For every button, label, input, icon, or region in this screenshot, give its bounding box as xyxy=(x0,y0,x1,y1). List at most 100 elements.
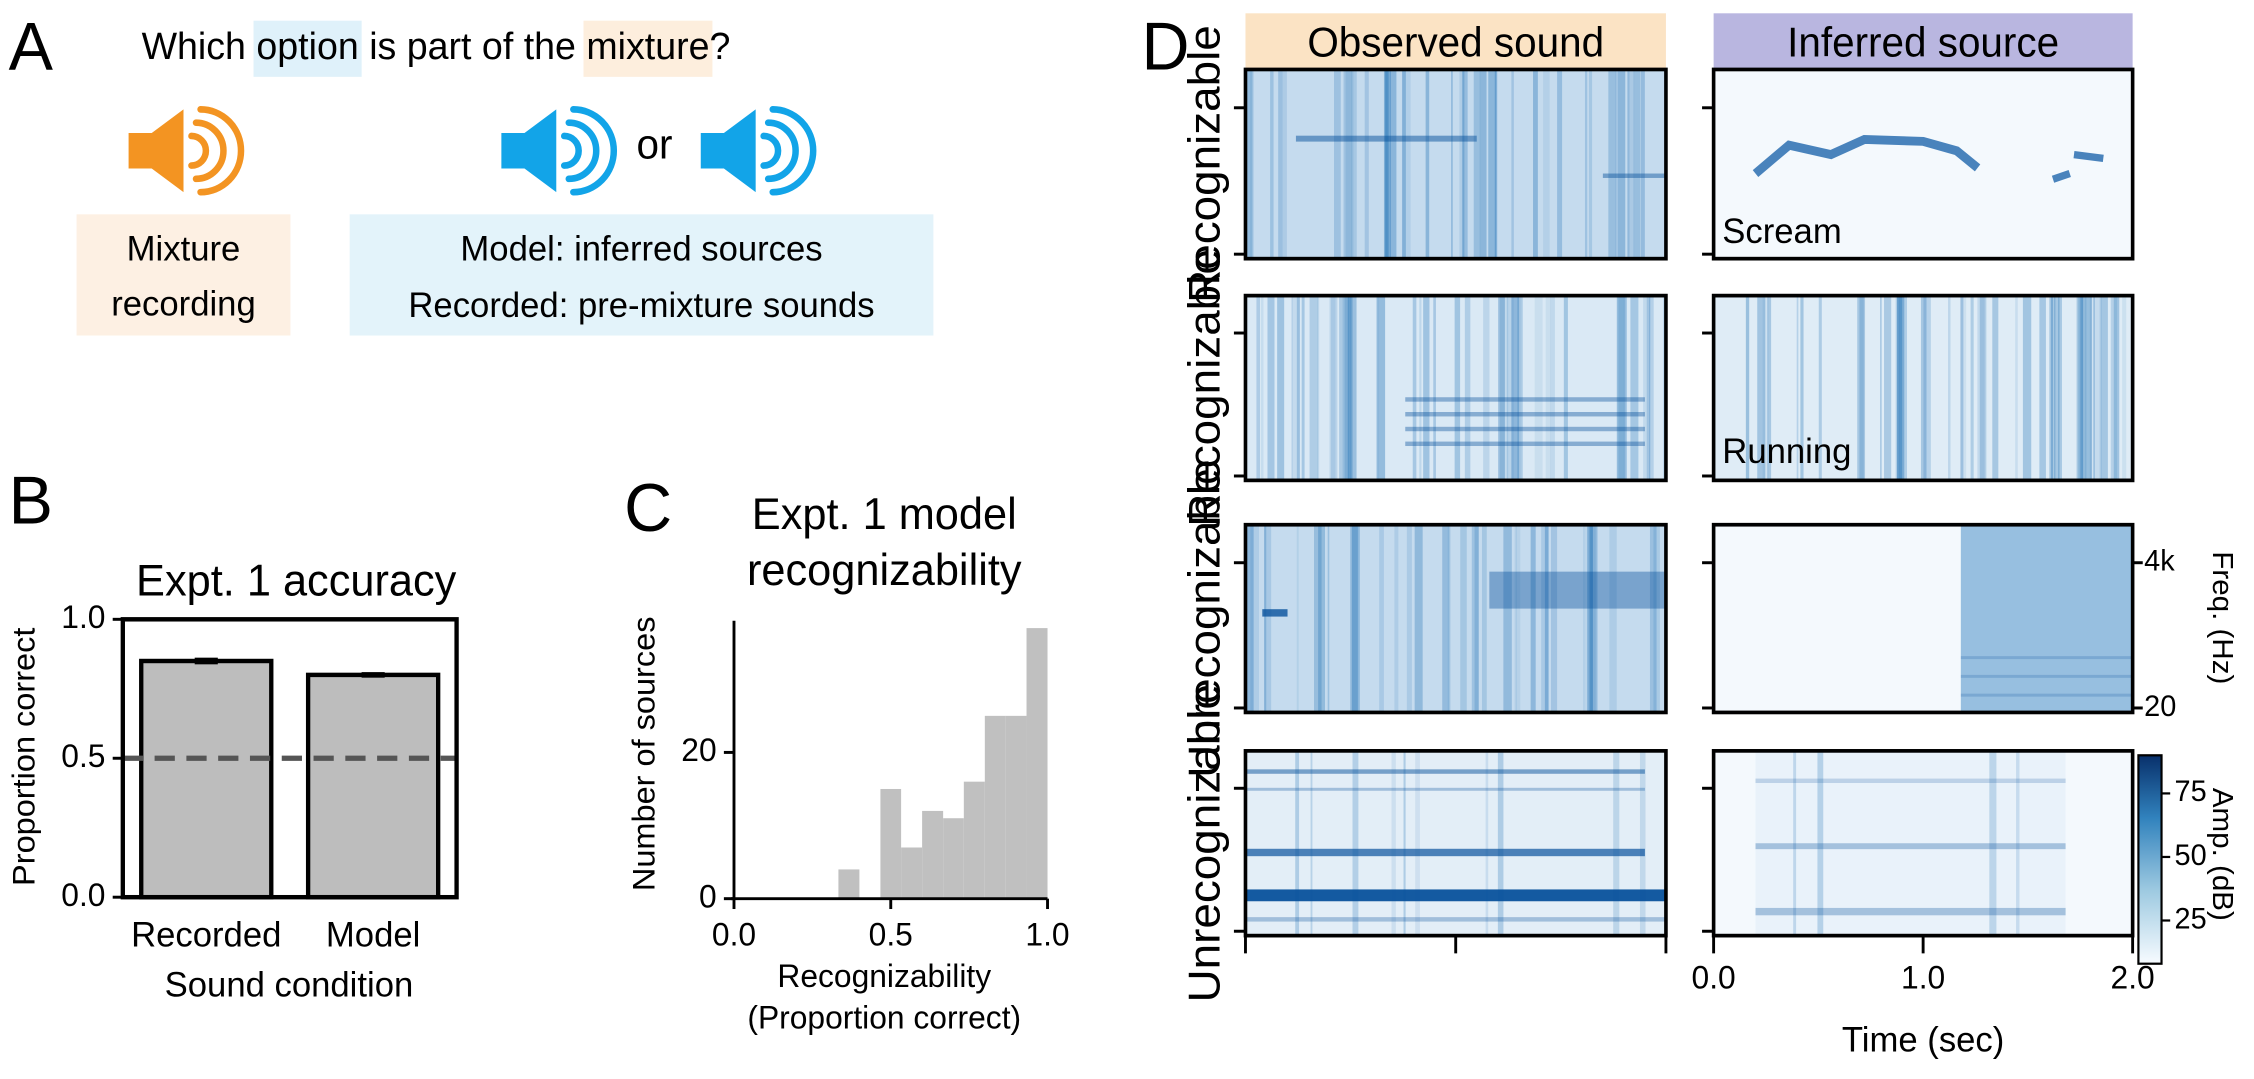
spectrogram-texture xyxy=(1586,524,1593,713)
x-axis-label: Time (sec) xyxy=(1842,1020,2004,1059)
spectrogram-texture xyxy=(1419,295,1422,481)
sound-wave xyxy=(188,132,210,169)
question-part: ? xyxy=(710,26,731,68)
spectrogram-texture xyxy=(1515,524,1521,713)
spectrogram-texture xyxy=(1379,524,1384,713)
spectrogram-texture xyxy=(1543,69,1550,259)
row-label: Unrecognizable xyxy=(1179,459,1229,777)
spectrogram-texture xyxy=(1245,69,1666,259)
spectrogram-texture xyxy=(1541,524,1549,713)
spectrogram-texture xyxy=(1313,524,1322,713)
spectrogram-texture xyxy=(1544,524,1549,713)
spectrogram-texture xyxy=(1454,295,1461,481)
spectrogram-texture xyxy=(1992,295,1999,481)
question-part: mixture xyxy=(586,26,709,68)
spectrogram-texture xyxy=(1752,135,1981,177)
spectrogram-texture xyxy=(1394,524,1399,713)
spectrogram-texture xyxy=(1762,295,1769,481)
spectrogram-texture xyxy=(1246,524,1254,713)
highlight xyxy=(583,20,713,77)
spectrogram-texture xyxy=(1563,295,1568,481)
spectrogram-texture xyxy=(1245,848,1645,857)
spectrogram-texture xyxy=(1923,295,1931,481)
column-header xyxy=(1245,13,1666,70)
spectrogram-texture xyxy=(1376,295,1386,481)
spectrogram-texture xyxy=(1462,69,1468,259)
spectrogram-texture xyxy=(1745,295,1750,481)
x-tick-label: Model xyxy=(326,915,420,954)
question-part: option xyxy=(256,26,358,68)
spectrogram-texture xyxy=(1245,787,1645,791)
spectrogram-texture xyxy=(1514,524,1517,713)
spectrogram-texture xyxy=(1485,750,1489,936)
or-label: or xyxy=(637,121,673,168)
colorbar-tick-label: 50 xyxy=(2175,839,2207,871)
spectrogram-texture xyxy=(1464,295,1471,481)
spectrogram-texture xyxy=(2016,750,2020,936)
histogram-bar xyxy=(963,781,985,899)
spectrogram-texture xyxy=(1602,173,1666,178)
spectrogram-texture xyxy=(1800,295,1804,481)
x-tick-label: Recorded xyxy=(131,915,281,954)
spectrogram-texture xyxy=(2051,150,2104,183)
chart-title: recognizability xyxy=(747,546,1022,596)
spectrogram-texture xyxy=(1245,769,1645,774)
x-axis-label: Recognizability xyxy=(777,958,991,994)
spectrogram-background xyxy=(1713,750,2133,936)
spectrogram-texture xyxy=(1349,295,1357,481)
panel-letter: C xyxy=(624,470,672,546)
spectrogram-texture xyxy=(1630,295,1639,481)
spectrogram-texture xyxy=(1345,69,1354,259)
speaker-icon xyxy=(700,106,817,196)
spectrogram-texture xyxy=(2076,295,2084,481)
spectrogram-texture xyxy=(1511,69,1514,259)
spectrogram-texture xyxy=(1488,69,1497,259)
spectrogram-texture xyxy=(2089,295,2093,481)
spectrogram-texture xyxy=(1633,69,1641,259)
spectrogram-texture xyxy=(2111,295,2120,481)
spectrogram-texture xyxy=(1390,69,1397,259)
spectrogram-texture xyxy=(1461,69,1465,259)
spectrogram-texture xyxy=(1261,295,1264,481)
spectrogram-texture xyxy=(1899,295,1907,481)
y-tick-label: 1.0 xyxy=(61,599,105,635)
y-axis-label: Freq. (Hz) xyxy=(2206,551,2238,684)
spectrogram-texture xyxy=(1278,69,1287,259)
spectrogram-texture xyxy=(2100,295,2108,481)
speaker-body xyxy=(128,109,184,193)
spectrogram-texture xyxy=(1290,295,1294,481)
spectrogram-texture xyxy=(1474,524,1479,713)
spectrogram-texture xyxy=(2053,295,2060,481)
spectrogram-texture xyxy=(1256,295,1261,481)
spectrogram-texture xyxy=(1245,750,1666,936)
spectrogram-texture xyxy=(1614,69,1617,259)
spectrogram-texture xyxy=(1425,69,1430,259)
mixture-box xyxy=(76,214,291,336)
spectrogram-texture xyxy=(1447,524,1451,713)
y-axis-label: Proportion correct xyxy=(6,628,42,886)
spectrogram-texture xyxy=(1245,69,1254,259)
spectrogram-texture xyxy=(1405,426,1645,432)
chart-title: Expt. 1 accuracy xyxy=(136,556,456,606)
spectrogram-texture xyxy=(1796,295,1799,481)
spectrogram-texture xyxy=(1344,295,1351,481)
spectrogram-texture xyxy=(2079,295,2084,481)
spectrogram-frame xyxy=(1711,522,2135,715)
spectrogram-texture xyxy=(1896,295,1905,481)
spectrogram-texture xyxy=(1960,656,2133,660)
spectrogram-texture xyxy=(1296,524,1299,713)
mixture-label: Mixture xyxy=(127,229,241,268)
speaker-body xyxy=(700,109,756,193)
annotation: Scream xyxy=(1722,212,1841,251)
spectrogram-background xyxy=(1245,295,1666,481)
spectrogram-texture xyxy=(1617,69,1626,259)
spectrogram-texture xyxy=(1497,750,1504,936)
sound-wave xyxy=(565,119,600,183)
spectrogram-texture xyxy=(2099,295,2101,481)
spectrogram-texture xyxy=(1412,295,1417,481)
sound-wave xyxy=(769,106,817,196)
error-bar xyxy=(361,672,385,678)
spectrogram-texture xyxy=(1295,750,1300,936)
